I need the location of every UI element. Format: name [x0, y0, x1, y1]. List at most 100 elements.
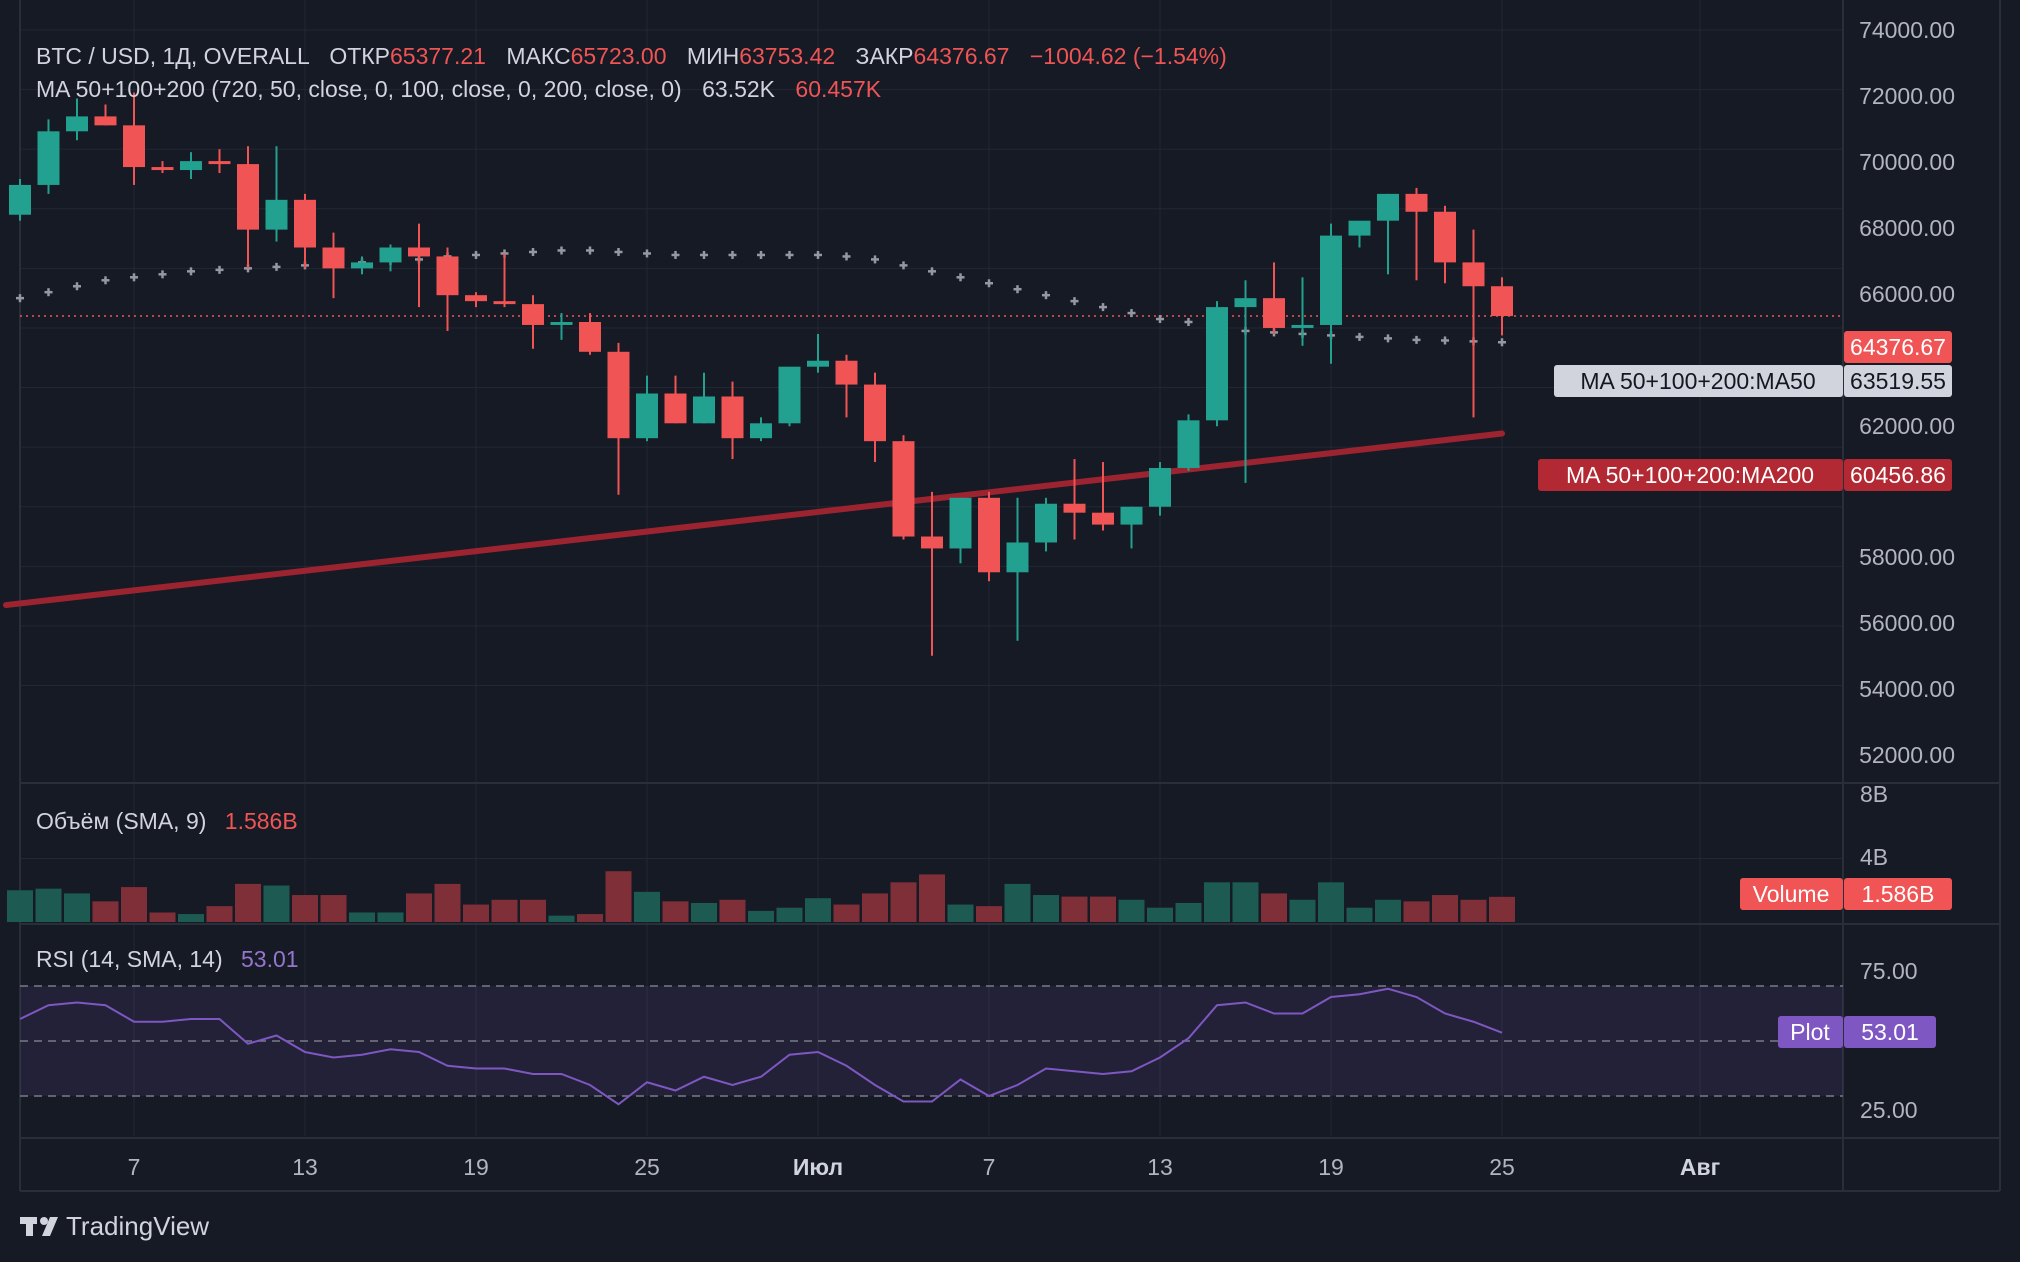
- candle[interactable]: [379, 244, 402, 272]
- volume-bar[interactable]: [149, 912, 176, 922]
- volume-bar[interactable]: [748, 910, 774, 922]
- volume-bar[interactable]: [1318, 882, 1344, 922]
- volume-bar[interactable]: [1489, 896, 1515, 922]
- candle[interactable]: [1206, 301, 1228, 427]
- candle[interactable]: [294, 193, 316, 269]
- volume-bar[interactable]: [1346, 907, 1373, 922]
- candle[interactable]: [151, 161, 174, 174]
- volume-bar[interactable]: [178, 914, 204, 922]
- volume-bar[interactable]: [919, 874, 945, 922]
- volume-bar[interactable]: [92, 901, 119, 922]
- volume-bar[interactable]: [862, 893, 888, 922]
- volume-bar[interactable]: [1118, 899, 1145, 922]
- volume-bar[interactable]: [1232, 882, 1259, 922]
- candle[interactable]: [636, 375, 658, 442]
- candle[interactable]: [465, 292, 487, 308]
- volume-bar[interactable]: [605, 871, 632, 922]
- volume-bar[interactable]: [1061, 896, 1088, 922]
- candle[interactable]: [1006, 497, 1029, 641]
- candle[interactable]: [1063, 459, 1086, 540]
- candle[interactable]: [664, 375, 687, 424]
- volume-bar[interactable]: [1432, 895, 1458, 922]
- volume-bar[interactable]: [1403, 901, 1430, 922]
- candle[interactable]: [693, 372, 715, 424]
- candle[interactable]: [1120, 506, 1143, 549]
- volume-bar[interactable]: [263, 885, 290, 922]
- candle[interactable]: [1348, 220, 1371, 248]
- volume-bar[interactable]: [1289, 899, 1316, 922]
- volume-bar[interactable]: [1033, 895, 1059, 922]
- candle[interactable]: [522, 295, 544, 349]
- volume-bar[interactable]: [691, 902, 717, 922]
- candle[interactable]: [180, 152, 202, 179]
- volume-bar[interactable]: [1175, 902, 1202, 922]
- volume-bar[interactable]: [1460, 899, 1487, 922]
- candle[interactable]: [123, 92, 145, 185]
- volume-bar[interactable]: [64, 893, 90, 922]
- volume-axis[interactable]: 8B 4B: [1860, 781, 1888, 870]
- volume-bar[interactable]: [548, 915, 575, 922]
- volume-bar[interactable]: [947, 904, 974, 922]
- candle[interactable]: [351, 256, 373, 275]
- candle[interactable]: [265, 146, 288, 242]
- candle[interactable]: [66, 98, 88, 141]
- candle[interactable]: [1291, 277, 1314, 346]
- candle[interactable]: [94, 104, 117, 126]
- volume-bar[interactable]: [634, 891, 660, 922]
- volume-bar[interactable]: [976, 906, 1002, 922]
- candle[interactable]: [1234, 280, 1257, 483]
- candle[interactable]: [978, 491, 1000, 582]
- candle[interactable]: [493, 253, 516, 308]
- candle[interactable]: [1092, 462, 1114, 531]
- volume-bar[interactable]: [1004, 883, 1031, 922]
- volume-bar[interactable]: [463, 904, 489, 922]
- candle[interactable]: [721, 381, 744, 460]
- candle[interactable]: [921, 491, 943, 656]
- candle[interactable]: [579, 313, 601, 355]
- volume-bar[interactable]: [1375, 899, 1401, 922]
- volume-legend[interactable]: Объём (SMA, 9) 1.586B: [36, 808, 298, 834]
- time-axis[interactable]: 7 13 19 25 Июл 7 13 19 25 Авг: [128, 1154, 1721, 1180]
- volume-bar[interactable]: [1204, 882, 1230, 922]
- candle[interactable]: [37, 119, 60, 194]
- candle[interactable]: [237, 146, 259, 269]
- volume-bar[interactable]: [7, 890, 33, 922]
- candle[interactable]: [9, 178, 31, 221]
- volume-bar[interactable]: [1090, 896, 1116, 922]
- volume-bar[interactable]: [206, 906, 233, 922]
- candle[interactable]: [550, 313, 573, 340]
- volume-bar[interactable]: [1147, 907, 1173, 922]
- candle[interactable]: [1377, 193, 1399, 275]
- volume-bar[interactable]: [776, 907, 803, 922]
- volume-bar[interactable]: [121, 887, 147, 922]
- volume-bar[interactable]: [35, 888, 62, 922]
- volume-bar[interactable]: [235, 883, 261, 922]
- volume-bar[interactable]: [406, 893, 432, 922]
- volume-bar[interactable]: [1261, 893, 1287, 922]
- price-axis[interactable]: 74000.00 72000.00 70000.00 68000.00 6600…: [1859, 17, 1955, 768]
- candle[interactable]: [1491, 277, 1513, 336]
- volume-bar[interactable]: [349, 912, 375, 922]
- candle[interactable]: [807, 333, 829, 373]
- volume-bar[interactable]: [320, 895, 347, 922]
- volume-bar[interactable]: [890, 882, 917, 922]
- candle[interactable]: [1462, 229, 1485, 418]
- candle[interactable]: [1177, 414, 1200, 471]
- candle[interactable]: [208, 149, 231, 174]
- candle[interactable]: [864, 372, 886, 463]
- candle[interactable]: [949, 497, 972, 564]
- candle[interactable]: [1405, 187, 1428, 281]
- candle[interactable]: [892, 435, 915, 540]
- candle[interactable]: [1035, 497, 1057, 552]
- volume-bar[interactable]: [833, 904, 860, 922]
- candle[interactable]: [1320, 223, 1342, 364]
- tradingview-logo[interactable]: TradingView: [20, 1211, 209, 1241]
- rsi-axis[interactable]: 75.00 25.00: [1860, 958, 1918, 1123]
- candle[interactable]: [408, 223, 430, 308]
- legend-ma-name[interactable]: MA 50+100+200 (720, 50, close, 0, 100, c…: [36, 76, 682, 102]
- candle[interactable]: [1434, 205, 1456, 284]
- candle[interactable]: [322, 232, 345, 299]
- rsi-legend[interactable]: RSI (14, SMA, 14) 53.01: [36, 946, 299, 972]
- legend-symbol[interactable]: BTC / USD, 1Д, OVERALL: [36, 43, 310, 69]
- volume-bar[interactable]: [434, 883, 461, 922]
